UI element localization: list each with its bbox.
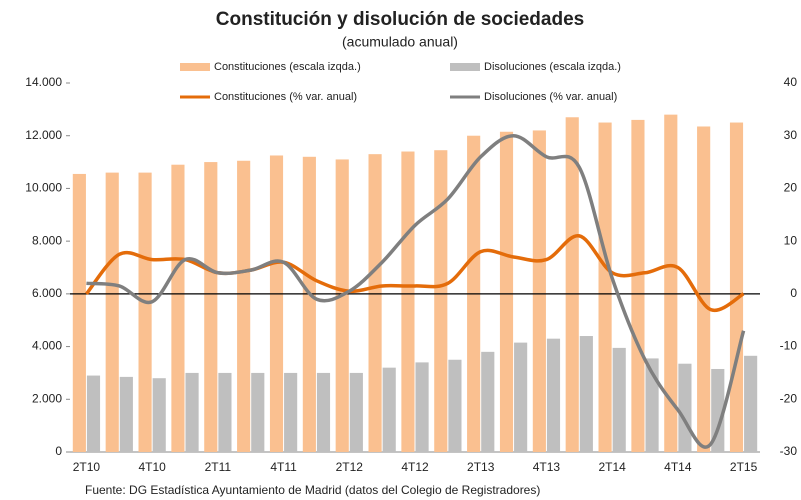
bar bbox=[152, 378, 166, 452]
bar bbox=[645, 358, 659, 452]
chart-subtitle: (acumulado anual) bbox=[342, 34, 458, 50]
y-tick-label: 8.000 bbox=[32, 233, 62, 247]
y-tick-label: 6.000 bbox=[32, 286, 62, 300]
bar bbox=[729, 122, 744, 453]
y2-tick-label: 10 bbox=[784, 233, 798, 247]
bar bbox=[349, 372, 363, 452]
bar bbox=[218, 372, 232, 452]
legend-label: Constituciones (% var. anual) bbox=[214, 91, 357, 103]
y-tick-label: 10.000 bbox=[25, 181, 62, 195]
bar bbox=[119, 376, 133, 452]
bar bbox=[546, 338, 561, 452]
y-tick-label: 2.000 bbox=[32, 391, 62, 405]
bar bbox=[565, 117, 579, 452]
legend-label: Constituciones (escala izqda.) bbox=[214, 61, 361, 73]
bar bbox=[401, 151, 415, 452]
bar bbox=[302, 156, 316, 453]
source-note: Fuente: DG Estadística Ayuntamiento de M… bbox=[85, 483, 540, 497]
y2-tick-label: -10 bbox=[780, 339, 798, 353]
legend-swatch bbox=[180, 63, 210, 71]
y2-tick-label: -30 bbox=[780, 444, 798, 458]
bar bbox=[269, 155, 284, 452]
bar bbox=[72, 173, 86, 453]
y2-tick-label: 30 bbox=[784, 128, 798, 142]
bar bbox=[434, 150, 448, 453]
bar bbox=[532, 130, 546, 452]
x-tick-label: 2T13 bbox=[467, 460, 495, 474]
bar bbox=[499, 131, 514, 452]
x-tick-label: 4T11 bbox=[270, 460, 297, 474]
bar bbox=[171, 164, 185, 452]
bar bbox=[631, 119, 645, 453]
y-tick-label: 4.000 bbox=[32, 339, 62, 353]
bar bbox=[105, 172, 119, 452]
bar bbox=[678, 363, 692, 452]
bar bbox=[368, 154, 382, 452]
bar bbox=[711, 368, 725, 452]
line-series bbox=[85, 234, 745, 313]
y-tick-label: 14.000 bbox=[25, 75, 62, 89]
legend-label: Disoluciones (escala izqda.) bbox=[484, 61, 621, 73]
x-tick-label: 4T12 bbox=[401, 460, 429, 474]
y2-tick-label: -20 bbox=[780, 391, 798, 405]
bar bbox=[579, 336, 593, 452]
bar bbox=[697, 126, 711, 452]
x-tick-label: 2T15 bbox=[730, 460, 758, 474]
bar bbox=[598, 122, 612, 453]
bar bbox=[237, 160, 251, 452]
bar bbox=[335, 159, 349, 452]
x-tick-label: 4T13 bbox=[533, 460, 561, 474]
x-tick-label: 4T10 bbox=[138, 460, 166, 474]
bar bbox=[448, 359, 462, 452]
x-tick-label: 4T14 bbox=[664, 460, 692, 474]
y2-tick-label: 0 bbox=[790, 286, 797, 300]
bar bbox=[382, 367, 396, 452]
bar bbox=[664, 114, 678, 452]
x-tick-label: 2T12 bbox=[336, 460, 364, 474]
bar bbox=[514, 342, 528, 452]
bar bbox=[204, 162, 218, 453]
bar bbox=[138, 172, 152, 452]
bar bbox=[612, 347, 626, 452]
legend-label: Disoluciones (% var. anual) bbox=[484, 91, 617, 103]
y-tick-label: 0 bbox=[55, 444, 62, 458]
y-tick-label: 12.000 bbox=[25, 128, 62, 142]
bar bbox=[415, 362, 429, 452]
y2-tick-label: 20 bbox=[784, 181, 798, 195]
legend-swatch bbox=[450, 63, 480, 71]
line-series bbox=[86, 133, 746, 449]
bar bbox=[86, 375, 101, 452]
chart-title: Constitución y disolución de sociedades bbox=[216, 9, 584, 30]
x-tick-label: 2T14 bbox=[598, 460, 626, 474]
x-tick-label: 2T10 bbox=[73, 460, 101, 474]
bar bbox=[284, 372, 298, 452]
bar bbox=[481, 351, 495, 452]
x-tick-label: 2T11 bbox=[205, 460, 232, 474]
bar bbox=[316, 372, 331, 452]
y2-tick-label: 40 bbox=[784, 75, 798, 89]
bar bbox=[251, 372, 265, 452]
bar bbox=[185, 372, 199, 452]
bar bbox=[744, 355, 758, 452]
